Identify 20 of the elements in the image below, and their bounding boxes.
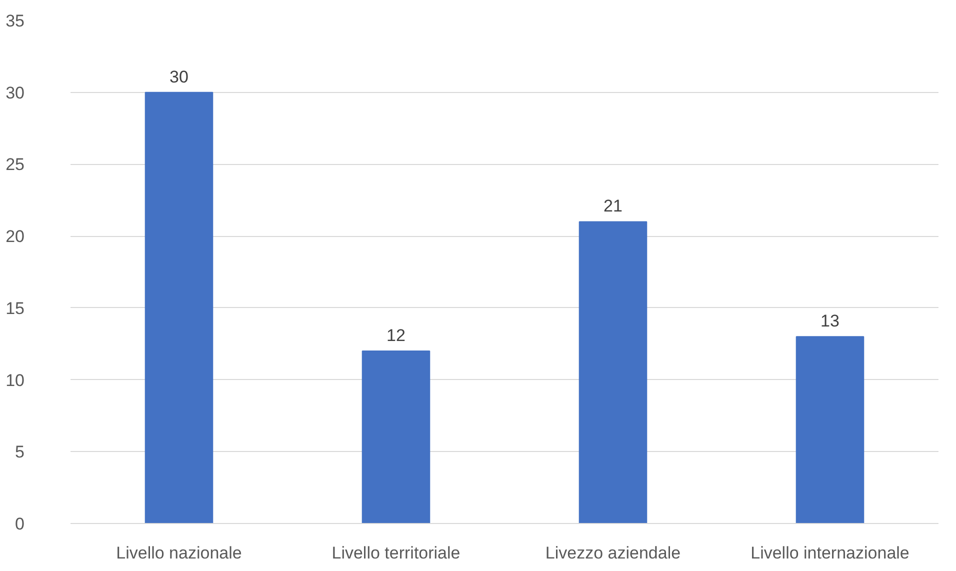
- y-tick-label: 35: [6, 12, 25, 30]
- y-tick-label: 15: [6, 298, 25, 318]
- data-label: 30: [170, 67, 188, 86]
- y-tick-label: 30: [6, 83, 25, 102]
- bar: [144, 92, 214, 524]
- y-tick-label: 20: [6, 227, 25, 246]
- x-tick-label: Livello internazionale: [750, 544, 910, 562]
- data-label: 12: [386, 326, 406, 346]
- x-tick-label: Livezzo aziendale: [545, 544, 681, 562]
- bar: [362, 350, 430, 524]
- y-tick-label: 0: [15, 514, 25, 534]
- data-label: 21: [604, 196, 622, 216]
- y-tick-label: 10: [6, 370, 25, 390]
- y-tick-label: 25: [6, 155, 25, 174]
- x-tick-label: Livello territoriale: [332, 544, 460, 562]
- bar: [796, 336, 864, 524]
- y-tick-label: 5: [15, 442, 25, 462]
- data-label: 13: [820, 312, 840, 331]
- bar: [578, 221, 648, 524]
- x-tick-label: Livello nazionale: [116, 544, 242, 562]
